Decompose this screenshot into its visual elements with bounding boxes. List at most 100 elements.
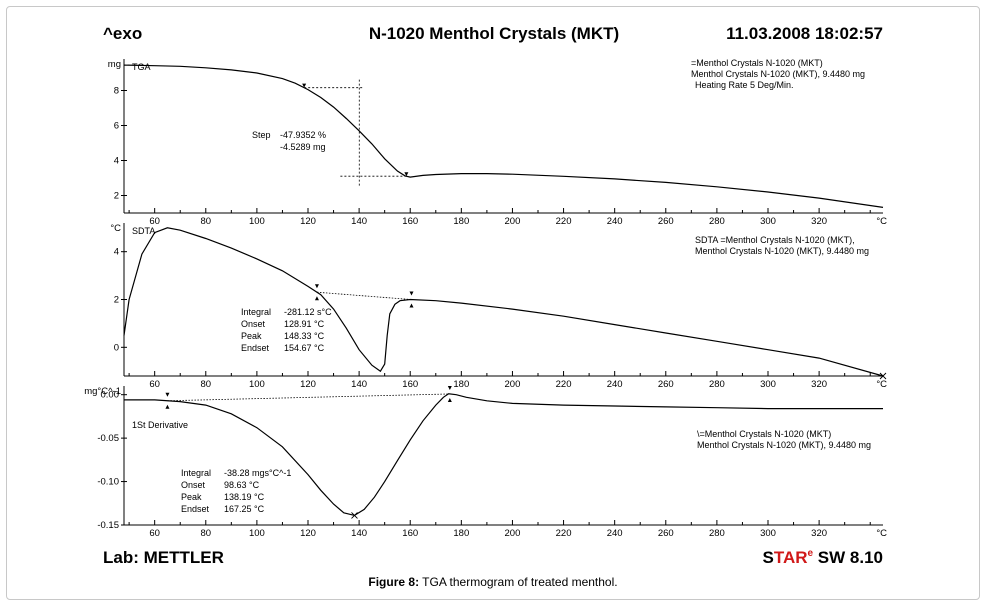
p3-x-tick-label: 280 [709,528,725,539]
p2-x-tick-label: 240 [607,379,623,390]
p1-step-label: Step [252,130,271,140]
p2-result-label: Endset [241,343,270,353]
p2-result-label: Peak [241,331,262,341]
p2-x-tick-label: 100 [249,379,265,390]
tga-thermogram-chart: ^exo N-1020 Menthol Crystals (MKT) 11.03… [7,7,979,599]
p1-x-unit-label: °C [876,216,887,227]
p1-step-mass: -4.5289 mg [280,142,326,152]
p1-legend-line: =Menthol Crystals N-1020 (MKT) [691,58,823,68]
p2-x-tick-label: 60 [149,379,160,390]
p1-x-tick-label: 220 [556,216,572,227]
p1-y-unit-label: mg [108,59,121,70]
software-star-tar: TAR [774,548,808,567]
caption-text: TGA thermogram of treated menthol. [419,575,618,589]
p2-result-value: 154.67 °C [284,343,325,353]
p2-x-tick-label: 220 [556,379,572,390]
p3-x-tick-label: 120 [300,528,316,539]
p2-x-unit-label: °C [876,379,887,390]
p2-y-unit-label: °C [110,223,121,234]
p2-x-tick-label: 280 [709,379,725,390]
p3-result-label: Onset [181,480,206,490]
p1-x-tick-label: 300 [760,216,776,227]
p1-x-tick-label: 280 [709,216,725,227]
p3-y-tick-label: -0.15 [97,520,119,531]
p3-x-tick-label: 240 [607,528,623,539]
p2-x-tick-label: 160 [402,379,418,390]
plot-panels: 60 80 100 120 140 160 180 200 220 240 260 280 300 320… [84,58,887,539]
p3-result-value: 167.25 °C [224,504,265,514]
p2-result-value: 128.91 °C [284,319,325,329]
p1-x-tick-label: 160 [402,216,418,227]
p3-y-unit-label: mg°C^-1 [84,386,121,397]
p3-result-value: 98.63 °C [224,480,260,490]
p2-result-label: Onset [241,319,266,329]
p1-x-tick-label: 240 [607,216,623,227]
p1-x-tick-label: 120 [300,216,316,227]
p1-x-tick-label: 100 [249,216,265,227]
p1-x-tick-label: 80 [200,216,211,227]
p3-x-tick-label: 160 [402,528,418,539]
p3-x-tick-label: 140 [351,528,367,539]
p2-y-tick-label: 0 [114,342,119,353]
p1-x-tick-label: 140 [351,216,367,227]
p1-x-tick-label: 260 [658,216,674,227]
p2-result-value: -281.12 s°C [284,307,332,317]
p1-y-tick-label: 2 [114,191,119,202]
p2-x-tick-label: 200 [505,379,521,390]
p2-x-tick-label: 320 [811,379,827,390]
exo-label: ^exo [103,24,142,43]
p3-result-value: 138.19 °C [224,492,265,502]
p2-x-tick-label: 260 [658,379,674,390]
p2-legend-line: SDTA =Menthol Crystals N-1020 (MKT), [695,235,855,245]
p1-y-tick-label: 8 [114,86,119,97]
p3-baseline-line [167,394,449,401]
p1-x-tick-label: 200 [505,216,521,227]
p1-y-tick-label: 4 [114,156,119,167]
p1-x-tick-label: 180 [453,216,469,227]
p3-result-label: Integral [181,468,211,478]
figure-caption: Figure 8: TGA thermogram of treated ment… [368,575,617,589]
p2-x-tick-label: 300 [760,379,776,390]
p2-x-tick-label: 80 [200,379,211,390]
lab-label: Lab: METTLER [103,548,224,567]
p2-x-tick-label: 120 [300,379,316,390]
figure-frame: ^exo N-1020 Menthol Crystals (MKT) 11.03… [6,6,980,600]
p3-x-tick-label: 260 [658,528,674,539]
p3-result-value: -38.28 mgs°C^-1 [224,468,291,478]
p1-x-tick-label: 320 [811,216,827,227]
p2-x-tick-label: 180 [453,379,469,390]
p3-x-unit-label: °C [876,528,887,539]
p1-step-value: -47.9352 % [280,130,326,140]
p3-y-tick-label: -0.10 [97,477,119,488]
p3-x-tick-label: 80 [200,528,211,539]
p3-legend-line: Menthol Crystals N-1020 (MKT), 9.4480 mg [697,440,871,450]
p3-result-label: Peak [181,492,202,502]
p1-legend-line: Menthol Crystals N-1020 (MKT), 9.4480 mg [691,69,865,79]
chart-title: N-1020 Menthol Crystals (MKT) [369,24,619,43]
p2-panel-label: SDTA [132,226,155,236]
p1-y-tick-label: 6 [114,121,119,132]
p3-y-tick-label: -0.05 [97,433,119,444]
p3-x-tick-label: 220 [556,528,572,539]
p3-legend-line: \=Menthol Crystals N-1020 (MKT) [697,429,831,439]
timestamp: 11.03.2008 18:02:57 [726,24,883,43]
p2-legend-line: Menthol Crystals N-1020 (MKT), 9.4480 mg [695,246,869,256]
p2-y-tick-label: 4 [114,247,119,258]
p3-x-tick-label: 100 [249,528,265,539]
p3-x-tick-label: 300 [760,528,776,539]
p3-x-tick-label: 60 [149,528,160,539]
p2-result-value: 148.33 °C [284,331,325,341]
p3-x-tick-label: 320 [811,528,827,539]
p2-x-tick-label: 140 [351,379,367,390]
p3-x-tick-label: 200 [505,528,521,539]
p3-panel-label: 1St Derivative [132,420,188,430]
p1-panel-label: TGA [132,62,151,72]
caption-label: Figure 8: [368,575,419,589]
p2-baseline-line [317,292,412,299]
software-version: SW 8.10 [813,548,883,567]
software-label: STARe SW 8.10 [762,548,883,567]
p2-y-tick-label: 2 [114,295,119,306]
p3-result-label: Endset [181,504,210,514]
p3-x-tick-label: 180 [453,528,469,539]
p2-result-label: Integral [241,307,271,317]
